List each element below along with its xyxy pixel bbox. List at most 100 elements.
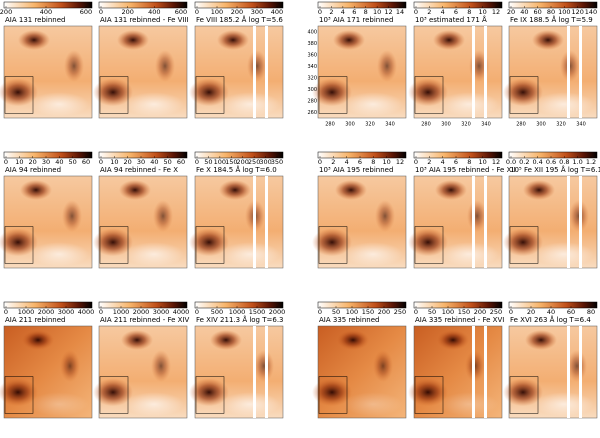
region-box [318, 376, 348, 414]
colorbar-label: 200 [378, 308, 390, 316]
x-axis-label: 280 [421, 122, 431, 128]
colorbar-label: 400 [40, 8, 52, 16]
active-region [503, 378, 543, 407]
active-region [155, 50, 175, 82]
panel: 0 2 4 6 8 10 12 10³ estimated 171 Å 280 300 320 340 [408, 1, 503, 128]
active-region [377, 50, 397, 82]
colorbar-label: 8 [371, 158, 375, 166]
region-box [195, 226, 225, 264]
region-box [414, 76, 444, 114]
colorbar-label: 300 [259, 158, 271, 166]
active-region [217, 30, 249, 50]
colorbar-label: 0.4 [532, 158, 542, 166]
panel-title: 10⁵ Fe XII 195 Å log T=6.1 [510, 165, 600, 174]
y-axis-label: 320 [307, 76, 317, 82]
colorbar-label: 2 [427, 8, 431, 16]
colorbar-label: 6 [358, 158, 362, 166]
colorbar-label: 0.8 [559, 158, 569, 166]
bright-area [29, 92, 89, 117]
colorbar-label: 300 [251, 8, 263, 16]
active-region [151, 350, 171, 382]
colorbar [317, 1, 407, 9]
colorbar-label: 2 [331, 158, 335, 166]
colorbar-label: 0 [414, 158, 418, 166]
colorbar-label: 20 [124, 158, 132, 166]
x-axis-label: 300 [345, 122, 355, 128]
colorbar-label: 20 [527, 308, 535, 316]
active-region [525, 330, 557, 350]
x-axis-label: 300 [441, 122, 451, 128]
colorbar [98, 151, 188, 159]
data-gap [265, 176, 268, 268]
colorbar-label: 8 [467, 158, 471, 166]
panel-title: AIA 335 rebinned [319, 316, 380, 324]
colorbar-label: 0.0 [506, 158, 516, 166]
region-box [4, 226, 34, 264]
colorbar-label: 200 [231, 8, 243, 16]
x-axis-label: 280 [516, 122, 526, 128]
colorbar-label: 0 [99, 158, 103, 166]
x-axis-label: 300 [536, 122, 546, 128]
colorbar [3, 301, 93, 309]
colorbar-label: 20 [507, 8, 515, 16]
colorbar-label: 50 [332, 308, 340, 316]
colorbar-label: 30 [42, 158, 50, 166]
region-box [4, 76, 34, 114]
colorbar-label: 100 [214, 158, 226, 166]
colorbar-label: 200 [237, 158, 249, 166]
colorbar-label: 400 [271, 8, 283, 16]
panel-title: Fe X 184.5 Å log T=6.0 [196, 165, 277, 174]
colorbar-label: 0 [195, 158, 199, 166]
bright-area [343, 92, 403, 117]
data-gap [567, 26, 570, 118]
colorbar-label: 3000 [58, 308, 75, 316]
colorbar-label: 0.2 [519, 158, 529, 166]
active-region [435, 180, 467, 200]
panel-title: Fe XVI 263 Å log T=6.4 [510, 315, 591, 324]
colorbar-label: 1000 [18, 308, 35, 316]
colorbar-label: 4000 [173, 308, 190, 316]
bright-area [124, 92, 184, 117]
data-gap [265, 26, 268, 118]
active-region [219, 180, 251, 200]
region-box [509, 76, 539, 114]
colorbar-label: 8 [467, 8, 471, 16]
colorbar-label: 12 [396, 158, 404, 166]
bright-area [124, 392, 184, 417]
active-region [62, 200, 82, 232]
colorbar-label: 200 [474, 308, 486, 316]
active-region [312, 378, 352, 407]
region-box [318, 76, 348, 114]
region-box [414, 226, 444, 264]
colorbar-label: 1.2 [586, 158, 596, 166]
colorbar [413, 151, 503, 159]
colorbar-label: 250 [394, 308, 406, 316]
data-gap [472, 176, 475, 268]
colorbar-label: 6 [454, 8, 458, 16]
colorbar-label: 600 [175, 8, 187, 16]
colorbar-label: 150 [458, 308, 470, 316]
colorbar-label: 200 [0, 8, 12, 16]
data-gap [253, 26, 256, 118]
colorbar-label: 100 [346, 308, 358, 316]
data-gap [579, 326, 582, 418]
x-axis-label: 280 [325, 122, 335, 128]
colorbar-label: 350 [271, 158, 283, 166]
active-region [337, 330, 369, 350]
colorbar-label: 0 [4, 158, 8, 166]
active-region [312, 78, 352, 107]
bright-area [29, 392, 89, 417]
data-gap [484, 26, 487, 118]
active-region [121, 330, 153, 350]
colorbar [3, 1, 93, 9]
region-box [318, 226, 348, 264]
active-region [210, 330, 242, 350]
colorbar-label: 12 [492, 158, 500, 166]
colorbar [413, 1, 503, 9]
